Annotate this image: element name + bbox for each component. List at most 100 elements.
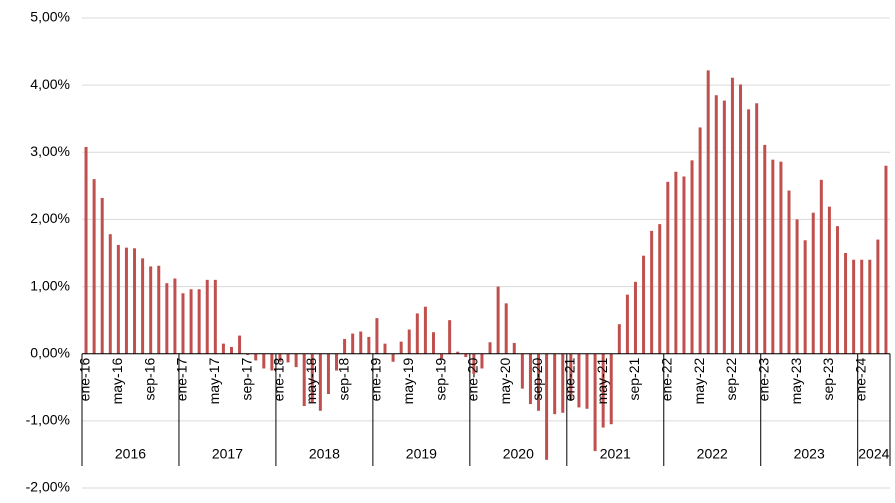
bar: [108, 234, 112, 354]
bar: [399, 341, 403, 354]
y-tick-label: 4,00%: [30, 76, 70, 92]
bar: [149, 266, 153, 354]
bar: [860, 259, 864, 354]
bar: [835, 226, 839, 354]
group-label: 2020: [503, 446, 534, 462]
bar: [601, 353, 605, 428]
bar: [520, 353, 524, 389]
bar: [876, 239, 880, 354]
bar: [262, 353, 266, 369]
bar: [383, 343, 387, 354]
group-label: 2017: [212, 446, 243, 462]
bar: [666, 181, 670, 354]
x-tick-label: ene-22: [659, 358, 675, 402]
x-tick-label: may-23: [788, 358, 804, 405]
bar: [423, 306, 427, 354]
bar: [431, 332, 435, 354]
x-tick-label: sep-21: [626, 358, 642, 401]
bar: [480, 353, 484, 369]
bar: [852, 259, 856, 354]
bar: [197, 289, 201, 354]
x-tick-label: may-20: [497, 358, 513, 405]
bar: [246, 353, 250, 356]
bar: [512, 342, 516, 354]
bar: [464, 353, 468, 358]
bar: [359, 331, 363, 354]
bar: [690, 160, 694, 354]
bar: [351, 333, 355, 354]
bar: [714, 95, 718, 354]
bar: [803, 240, 807, 354]
bar: [407, 329, 411, 354]
bar: [326, 353, 330, 394]
bar: [698, 127, 702, 354]
bar: [448, 320, 452, 354]
x-tick-label: may-18: [303, 358, 319, 405]
x-tick-label: sep-19: [432, 358, 448, 401]
bar: [391, 353, 395, 362]
group-label: 2022: [697, 446, 728, 462]
bar: [221, 343, 225, 354]
bar: [569, 353, 573, 401]
bar: [504, 303, 508, 354]
bar: [722, 100, 726, 354]
x-tick-label: ene-24: [852, 358, 868, 402]
bar: [706, 70, 710, 354]
bar: [577, 353, 581, 408]
group-label: 2023: [794, 446, 825, 462]
bar: [496, 286, 500, 354]
x-tick-label: may-19: [400, 358, 416, 405]
bar: [254, 353, 258, 361]
group-label: 2018: [309, 446, 340, 462]
bar: [553, 353, 557, 415]
bar: [229, 347, 233, 354]
bar: [739, 84, 743, 354]
bar: [141, 258, 145, 354]
x-tick-label: sep-17: [238, 358, 254, 401]
bar: [133, 248, 137, 354]
y-tick-label: 1,00%: [30, 277, 70, 293]
group-label: 2024: [858, 446, 889, 462]
bar: [343, 338, 347, 354]
bar: [771, 159, 775, 354]
bar: [625, 294, 629, 354]
y-tick-label: 5,00%: [30, 9, 70, 25]
x-tick-label: may-22: [691, 358, 707, 405]
bar: [100, 197, 104, 354]
y-tick-label: -2,00%: [26, 479, 70, 495]
bar: [787, 190, 791, 354]
y-tick-label: 0,00%: [30, 344, 70, 360]
bar: [795, 219, 799, 354]
bar: [456, 351, 460, 354]
x-tick-label: may-21: [594, 358, 610, 405]
x-tick-label: sep-23: [820, 358, 836, 401]
bar: [868, 259, 872, 354]
x-tick-label: ene-18: [271, 358, 287, 402]
bar: [633, 281, 637, 354]
bar: [488, 342, 492, 354]
bar: [375, 318, 379, 354]
group-label: 2016: [115, 446, 146, 462]
bar: [528, 353, 532, 405]
bar: [609, 353, 613, 425]
x-tick-label: ene-19: [368, 358, 384, 402]
bar: [124, 247, 128, 354]
bar: [827, 206, 831, 354]
bar: [537, 353, 541, 411]
bar: [213, 279, 217, 354]
bar: [367, 336, 371, 354]
bar: [165, 283, 169, 354]
bar: [189, 289, 193, 354]
bar: [270, 353, 274, 371]
bar: [674, 171, 678, 354]
bar: [302, 353, 306, 407]
bar: [472, 353, 476, 374]
bar: [205, 279, 209, 354]
group-label: 2019: [406, 446, 437, 462]
bar: [730, 77, 734, 354]
bar: [92, 179, 96, 354]
bar: [278, 353, 282, 362]
bar: [650, 230, 654, 354]
bar: [318, 353, 322, 411]
